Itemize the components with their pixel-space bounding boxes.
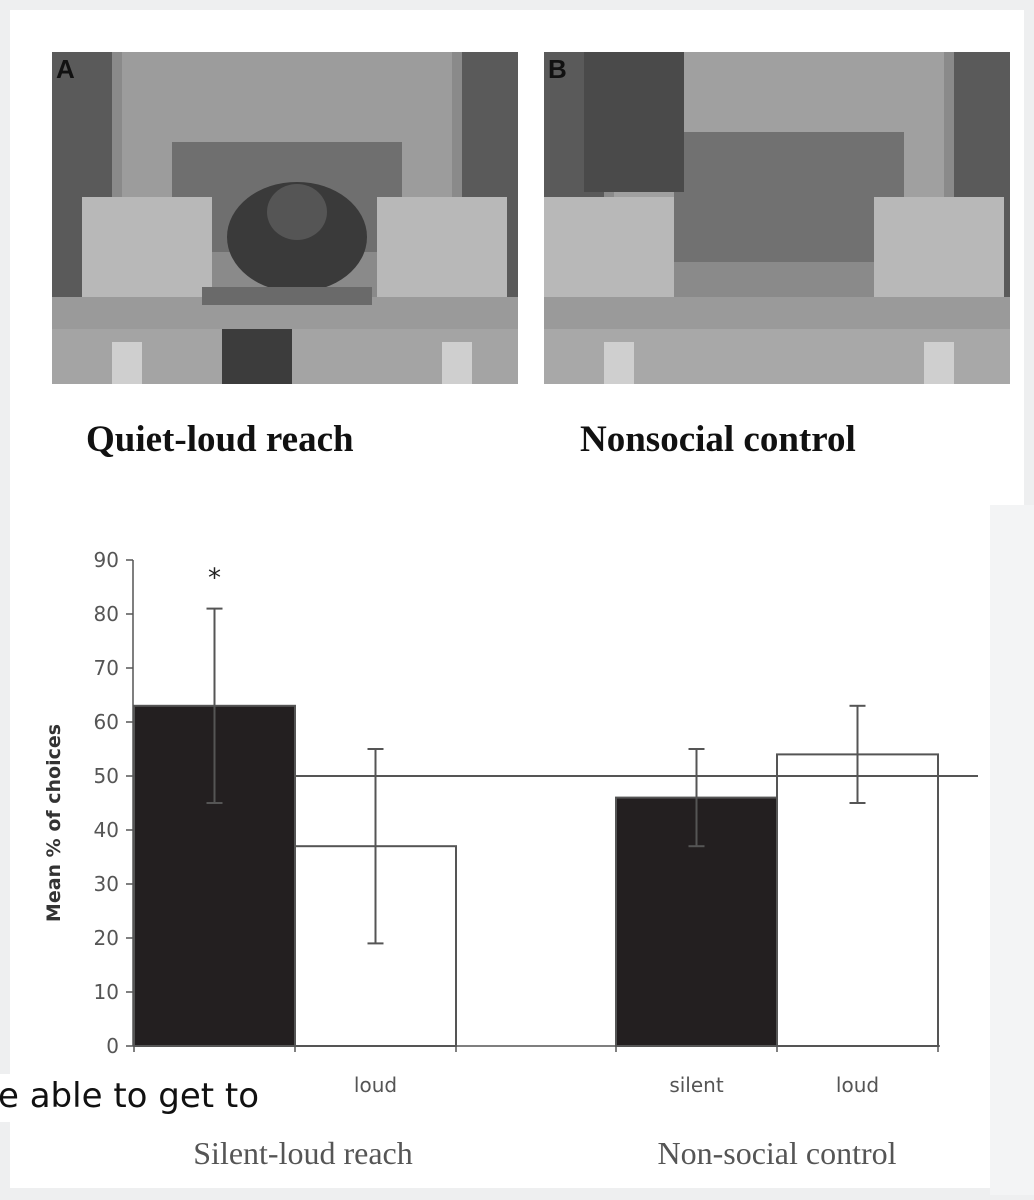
y-axis-label: Mean % of choices: [43, 724, 65, 922]
subtitle-caption: e able to get to: [0, 1074, 266, 1122]
photo-panel-a: A: [52, 52, 518, 384]
side-panel: [990, 505, 1034, 1195]
y-tick-label: 40: [94, 818, 119, 842]
significance-marker: *: [208, 564, 221, 594]
y-tick-label: 10: [94, 980, 119, 1004]
y-tick-label: 80: [94, 602, 119, 626]
y-tick-label: 30: [94, 872, 119, 896]
bar-chart: 0 10 20 30 40 50 60 70 80 90 Mean % of choices * sil…: [43, 548, 978, 1171]
lab-scene-nonsocial-image: [544, 52, 1010, 384]
panel-b-title: Nonsocial control: [580, 419, 856, 460]
photo-panel-b: B: [544, 52, 1010, 384]
panel-a-letter: A: [56, 54, 75, 84]
x-tick-label: loud: [354, 1073, 397, 1097]
x-group-label: Silent-loud reach: [193, 1135, 412, 1171]
y-tick-label: 70: [94, 656, 119, 680]
y-tick-label: 20: [94, 926, 119, 950]
panel-a-title: Quiet-loud reach: [86, 419, 354, 460]
y-tick-label: 90: [94, 548, 119, 572]
lab-scene-social-image: [52, 52, 518, 384]
y-tick-label: 0: [106, 1034, 119, 1058]
y-tick-label: 60: [94, 710, 119, 734]
panel-b-letter: B: [548, 54, 567, 84]
x-group-label: Non-social control: [657, 1135, 896, 1171]
x-tick-label: silent: [669, 1073, 724, 1097]
y-tick-label: 50: [94, 764, 119, 788]
x-tick-label: loud: [836, 1073, 879, 1097]
